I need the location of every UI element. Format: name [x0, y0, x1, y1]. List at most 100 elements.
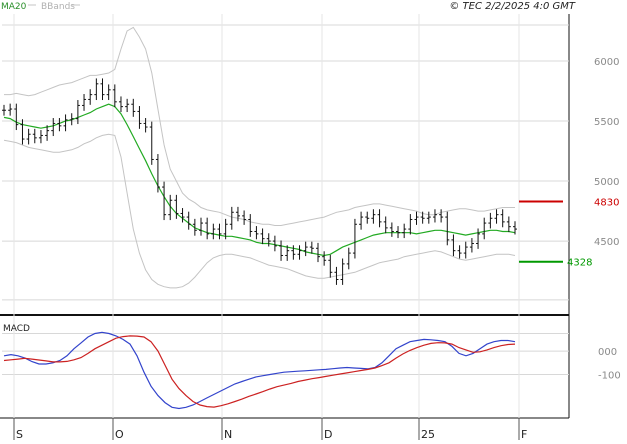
ohlc-bar [199, 217, 204, 236]
ohlc-bar [155, 154, 160, 193]
bband-upper-line [4, 26, 515, 226]
month-label: 25 [421, 428, 435, 440]
ohlc-bar [285, 245, 290, 261]
legend-bbands: BBands [41, 2, 75, 12]
ohlc-bar [88, 89, 93, 105]
macd-line [3, 331, 516, 410]
ohlc-bar [186, 211, 191, 230]
ohlc-bar [402, 223, 407, 239]
ohlc-bar [476, 228, 481, 249]
ohlc-bar [371, 209, 376, 224]
ohlc-bar [469, 238, 474, 253]
price-tick-label: 4500 [594, 237, 619, 248]
ohlc-bar [359, 211, 364, 230]
copyright-text: © TEC 2/2/2025 4:0 GMT [449, 1, 576, 12]
ohlc-bar [168, 194, 173, 221]
ohlc-bar [408, 214, 413, 235]
ohlc-bar [500, 209, 505, 228]
ohlc-bar [106, 84, 111, 101]
support-label: 4328 [567, 258, 592, 269]
ohlc-bar [328, 254, 333, 278]
ohlc-bar [26, 128, 31, 145]
month-label: O [115, 428, 124, 440]
ohlc-bar [217, 223, 222, 240]
ohlc-bar [272, 235, 277, 252]
ohlc-bar [451, 234, 456, 257]
ohlc-bar [365, 211, 370, 224]
ohlc-bar [279, 240, 284, 261]
ohlc-bar [2, 104, 6, 116]
ohlc-bar [309, 241, 314, 254]
legend-ma20: MA20 [1, 2, 27, 12]
ohlc-bar [352, 218, 357, 259]
ohlc-bar [229, 206, 234, 230]
ohlc-bar [488, 212, 493, 229]
ohlc-bar [377, 209, 382, 228]
ohlc-bar [506, 216, 511, 233]
ohlc-bar [432, 209, 437, 223]
ohlc-bar [57, 118, 62, 132]
ohlc-bar [211, 223, 216, 240]
ohlc-bar [482, 217, 487, 240]
month-label: D [324, 428, 332, 440]
ohlc-bar [334, 266, 339, 285]
ohlc-bar [254, 226, 259, 240]
ohlc-bar [291, 245, 296, 260]
ohlc-bar [396, 226, 401, 239]
ohlc-bar [8, 103, 13, 116]
ohlc-bar [389, 222, 394, 237]
ohlc-bar [315, 242, 320, 263]
macd-tick-label: -100 [598, 371, 621, 382]
ohlc-bar [112, 84, 117, 108]
ohlc-bar [383, 216, 388, 234]
ohlc-bar [266, 233, 271, 247]
price-tick-label: 5500 [594, 117, 619, 128]
ohlc-bar [125, 98, 130, 113]
ohlc-bar [463, 241, 468, 259]
ohlc-bar [322, 251, 327, 266]
ohlc-bar [149, 121, 154, 165]
ohlc-bar [32, 128, 37, 144]
month-label: N [224, 428, 232, 440]
ohlc-bar [94, 78, 99, 101]
macd-tick-label: 000 [598, 347, 617, 358]
ohlc-bar [420, 211, 425, 224]
ohlc-bar [131, 98, 136, 117]
ohlc-bar [205, 217, 210, 240]
ma20-line [3, 103, 516, 257]
ohlc-bar [346, 247, 351, 270]
ohlc-bar [20, 119, 25, 145]
ohlc-bar [174, 194, 179, 219]
ohlc-bar [235, 206, 240, 222]
ohlc-bar [248, 214, 253, 237]
ohlc-bar [75, 100, 80, 125]
ohlc-bar [192, 218, 197, 236]
ohlc-bar [14, 103, 19, 131]
ohlc-bar [118, 96, 123, 113]
ohlc-bar [494, 209, 499, 224]
bband-lower-line [3, 133, 516, 289]
ohlc-bar [100, 78, 105, 101]
ohlc-bar [162, 181, 167, 221]
ohlc-bar [445, 211, 450, 246]
macd-signal-line [3, 335, 516, 408]
macd-title: MACD [3, 324, 30, 334]
ohlc-bar [223, 218, 228, 240]
ohlc-bar [303, 241, 308, 257]
resistance-label: 4830 [594, 197, 619, 208]
ohlc-bar [143, 118, 148, 133]
ohlc-bar [513, 221, 517, 235]
ohlc-bar [137, 106, 142, 129]
ohlc-bar [260, 228, 265, 245]
price-tick-label: 6000 [594, 57, 619, 68]
month-label: F [521, 428, 527, 440]
ohlc-bar [340, 258, 345, 285]
ohlc-bar [242, 210, 247, 225]
ohlc-bar [426, 211, 431, 224]
ohlc-bar [297, 245, 302, 260]
price-tick-label: 5000 [594, 177, 619, 188]
ohlc-bar [63, 114, 68, 132]
ohlc-bar [38, 130, 43, 144]
